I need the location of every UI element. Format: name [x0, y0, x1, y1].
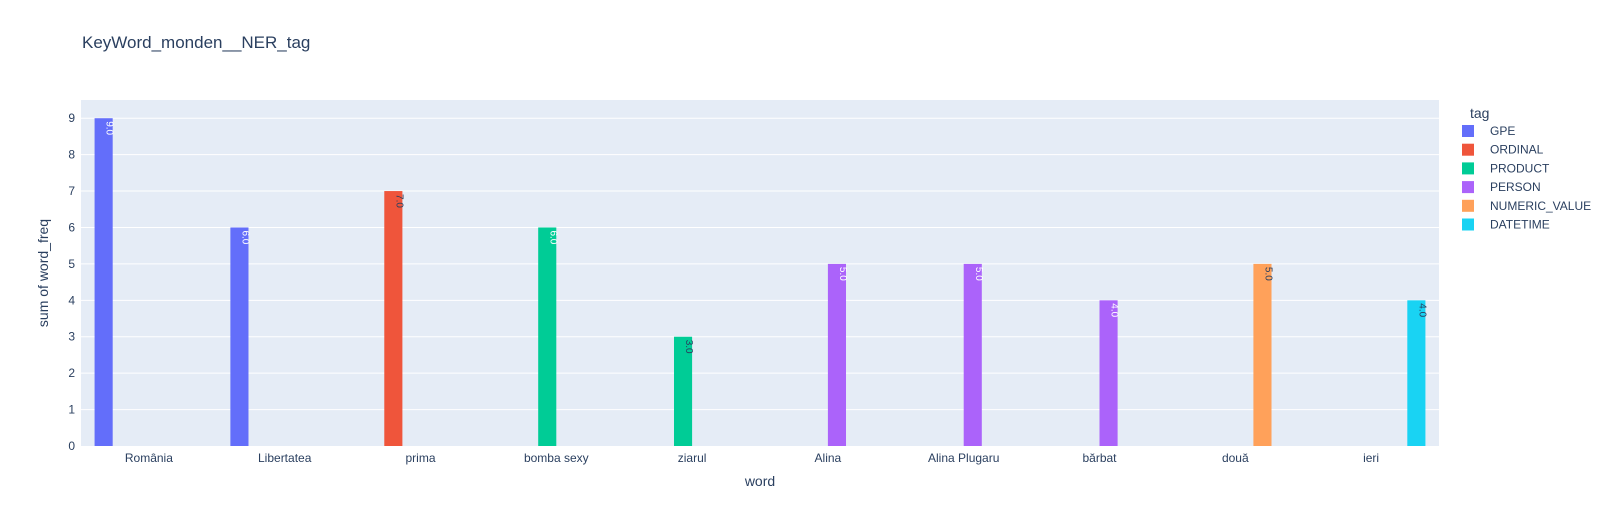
- y-tick-label: 5: [68, 257, 75, 271]
- bar-value-label: 9.0: [104, 121, 115, 135]
- bar-datetime-9: [1407, 300, 1426, 446]
- x-tick-label: prima: [405, 451, 435, 465]
- legend-swatch-numeric_value[interactable]: [1462, 199, 1474, 212]
- legend-swatch-datetime[interactable]: [1462, 218, 1474, 231]
- x-tick-label: bărbat: [1082, 451, 1117, 465]
- y-tick-label: 3: [68, 330, 75, 344]
- bar-value-label: 6.0: [239, 230, 250, 244]
- x-tick-label: ieri: [1363, 451, 1379, 465]
- legend-item-person[interactable]: PERSON: [1490, 180, 1541, 194]
- x-tick-label: Alina: [815, 451, 842, 465]
- x-tick-label: România: [125, 451, 173, 465]
- bar-product-3: [538, 227, 557, 446]
- legend-swatch-person[interactable]: [1462, 181, 1474, 194]
- bars: 9.0 6.0 7.0 6.0 3.0 5.0 5.0 4.0 5.0 4.0: [94, 118, 1427, 447]
- bar-product-4: [673, 336, 693, 446]
- y-axis-title: sum of word_freq: [35, 219, 51, 327]
- legend-title: tag: [1470, 105, 1489, 121]
- legend-swatch-gpe[interactable]: [1462, 125, 1474, 137]
- y-tick-label: 6: [68, 220, 75, 234]
- legend-swatch-ordinal[interactable]: [1462, 143, 1474, 156]
- bar-gpe-1: [230, 227, 249, 446]
- bar-person-6: [963, 263, 982, 446]
- x-tick-label: Libertatea: [258, 451, 312, 465]
- x-axis-title: word: [744, 473, 775, 489]
- y-tick-label: 8: [68, 148, 75, 162]
- legend-swatch-product[interactable]: [1462, 162, 1474, 175]
- bar-numeric_value-8: [1253, 263, 1272, 446]
- bar-value-label: 5.0: [1262, 267, 1273, 281]
- y-tick-label: 9: [68, 111, 75, 125]
- bar-value-label: 4.0: [1109, 303, 1120, 317]
- x-tick-label: două: [1222, 451, 1249, 465]
- bar-value-label: 4.0: [1416, 303, 1427, 317]
- chart-title: KeyWord_monden__NER_tag: [82, 33, 311, 52]
- bar-value-label: 7.0: [393, 194, 404, 208]
- y-tick-labels: 0 1 2 3 4 5 6 7 8 9: [68, 111, 75, 453]
- bar-person-5: [827, 263, 847, 446]
- legend-item-gpe[interactable]: GPE: [1490, 124, 1515, 138]
- legend-item-ordinal[interactable]: ORDINAL: [1490, 143, 1544, 157]
- grid-lines: [81, 117, 1439, 411]
- legend-item-product[interactable]: PRODUCT: [1490, 161, 1550, 175]
- bar-value-label: 5.0: [837, 267, 848, 281]
- legend-item-datetime[interactable]: DATETIME: [1490, 218, 1550, 232]
- x-tick-label: ziarul: [678, 451, 707, 465]
- y-tick-label: 4: [68, 293, 75, 307]
- bar-value-label: 6.0: [547, 230, 558, 244]
- y-tick-label: 0: [68, 439, 75, 453]
- y-tick-label: 2: [68, 366, 75, 380]
- legend: tag GPE ORDINAL PRODUCT PERSON NUMERIC_VALUE…: [1462, 105, 1591, 232]
- bar-person-7: [1099, 300, 1118, 446]
- legend-item-numeric_value[interactable]: NUMERIC_VALUE: [1490, 199, 1591, 213]
- x-tick-label: Alina Plugaru: [928, 451, 999, 465]
- x-tick-label: bomba sexy: [524, 451, 589, 465]
- bar-value-label: 5.0: [973, 267, 984, 281]
- bar-value-label: 3.0: [683, 340, 694, 354]
- y-tick-label: 1: [68, 403, 75, 417]
- x-tick-labels: România Libertatea prima bomba sexy ziarul Al…: [125, 451, 1379, 465]
- bar-gpe-0: [94, 118, 113, 447]
- plot-background: [81, 100, 1439, 446]
- y-tick-label: 7: [68, 184, 75, 198]
- bar-ordinal-2: [384, 191, 403, 446]
